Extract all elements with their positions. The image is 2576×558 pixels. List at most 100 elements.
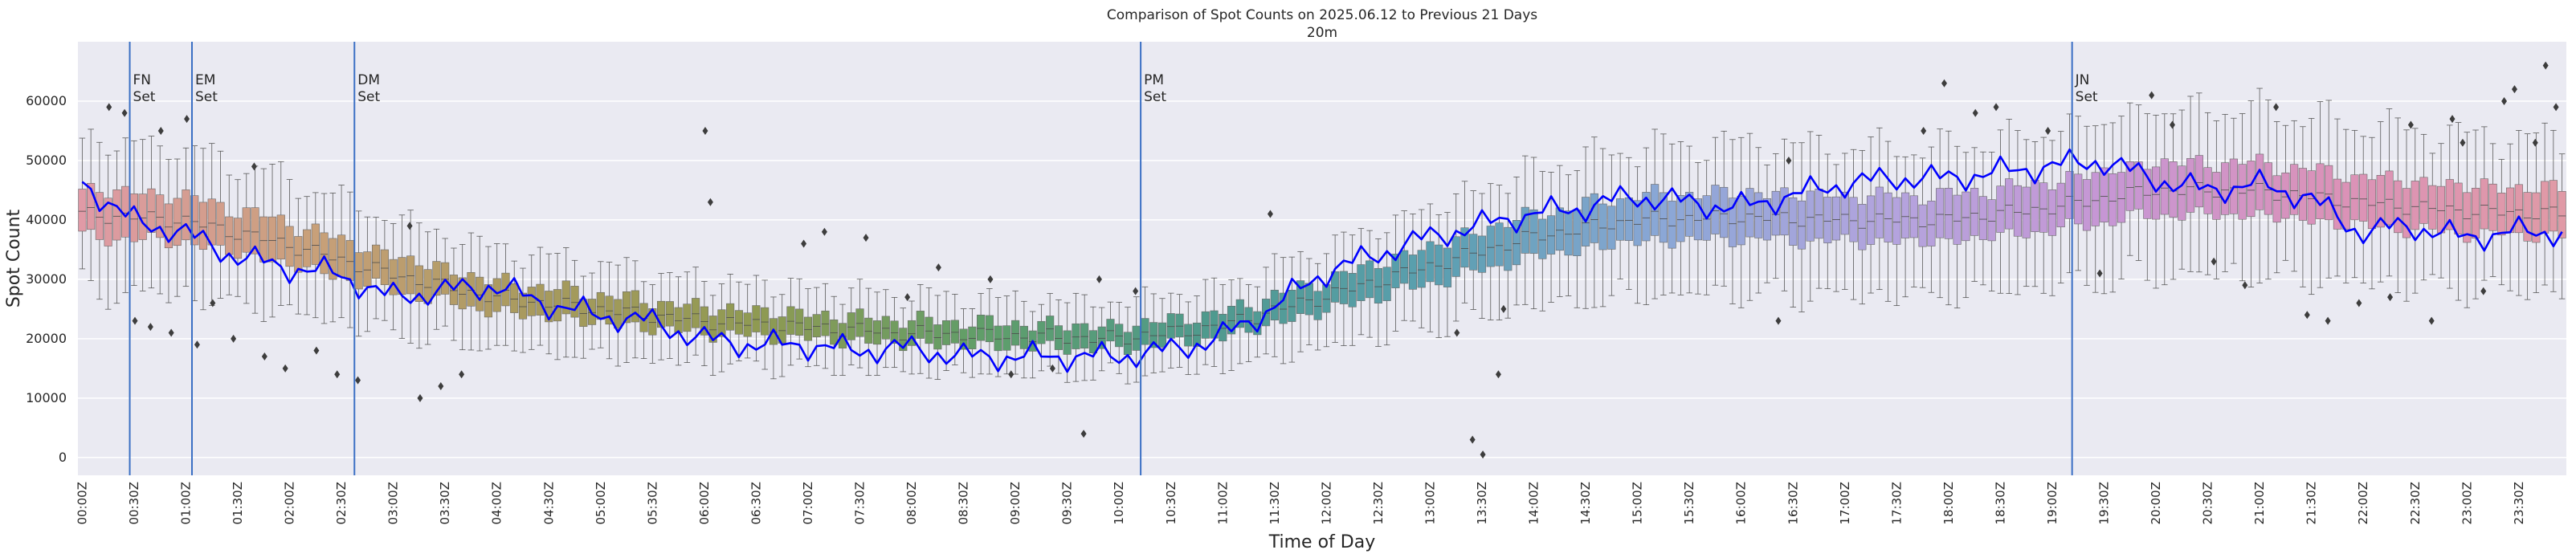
- box-29: [329, 193, 337, 323]
- box-body: [2325, 165, 2333, 221]
- box-body: [1737, 195, 1745, 246]
- box-body: [683, 303, 692, 332]
- box-178: [1616, 153, 1625, 279]
- box-body: [1607, 206, 1616, 250]
- box-51: [518, 267, 528, 353]
- box-57: [570, 259, 579, 358]
- box-58: [579, 275, 588, 359]
- box-115: [1072, 292, 1080, 382]
- box-124: [1149, 293, 1158, 373]
- plot-background: [78, 42, 2566, 475]
- box-213: [1918, 157, 1927, 288]
- box-234: [2100, 124, 2109, 295]
- box-body: [579, 299, 588, 328]
- x-tick-label: 19:00Z: [2045, 482, 2060, 525]
- y-axis-ticks: 0 10000 20000 30000 40000 50000 60000: [26, 93, 67, 465]
- annotation-label-jn: JN: [2075, 72, 2090, 88]
- box-body: [1806, 190, 1815, 242]
- box-body: [743, 312, 752, 337]
- y-tick-label: 40000: [26, 212, 67, 227]
- grid-lines: [78, 100, 2566, 458]
- box-body: [1235, 299, 1244, 328]
- box-body: [2419, 177, 2428, 224]
- box-4: [112, 150, 121, 304]
- box-74: [717, 283, 726, 373]
- x-tick-label: 17:00Z: [1838, 482, 1852, 525]
- box-body: [2143, 169, 2152, 219]
- outlier-point-37: [1495, 370, 1501, 379]
- box-body: [2333, 178, 2342, 230]
- x-tick-label: 17:30Z: [1889, 482, 1904, 525]
- box-body: [198, 202, 208, 250]
- annotation-label-dm: DM: [357, 72, 380, 88]
- box-102: [959, 308, 968, 373]
- box-body: [2125, 161, 2134, 211]
- outlier-point-51: [2273, 103, 2280, 112]
- box-body: [1546, 215, 1556, 255]
- x-tick-label: 14:30Z: [1578, 482, 1593, 525]
- box-body: [1166, 313, 1175, 339]
- box-body: [2454, 182, 2463, 234]
- outlier-point-31: [1096, 275, 1102, 283]
- box-body: [441, 262, 450, 295]
- box-body: [1616, 198, 1625, 241]
- box-266: [2376, 121, 2385, 283]
- box-body: [432, 261, 441, 296]
- box-77: [743, 283, 752, 359]
- box-body: [1011, 320, 1020, 346]
- outlier-point-49: [2211, 257, 2217, 266]
- box-224: [2013, 130, 2023, 295]
- box-147: [1348, 234, 1357, 346]
- box-101: [950, 293, 959, 365]
- box-body: [864, 317, 873, 344]
- box-25: [294, 198, 303, 315]
- outlier-point-34: [1454, 328, 1460, 337]
- box-body: [2350, 174, 2359, 221]
- x-tick-label: 11:00Z: [1215, 482, 1230, 525]
- box-body: [1728, 198, 1737, 247]
- box-body: [216, 202, 225, 246]
- outlier-point-64: [2542, 61, 2549, 70]
- outlier-point-44: [1993, 103, 1999, 112]
- box-body: [2514, 184, 2523, 234]
- outlier-point-60: [2480, 287, 2487, 295]
- x-tick-label: 06:00Z: [697, 482, 712, 525]
- outlier-point-25: [904, 293, 911, 302]
- x-tick-label: 02:00Z: [283, 482, 297, 525]
- outlier-point-54: [2356, 299, 2362, 308]
- box-body: [1970, 188, 1979, 236]
- box-14: [198, 148, 208, 311]
- outlier-point-6: [184, 115, 190, 124]
- box-231: [2074, 116, 2083, 271]
- box-body: [907, 320, 917, 346]
- outlier-point-38: [1500, 304, 1507, 313]
- box-1: [87, 128, 96, 281]
- box-153: [1400, 210, 1409, 321]
- x-tick-label: 02:30Z: [334, 482, 349, 525]
- box-body: [2488, 183, 2497, 231]
- box-93: [881, 289, 890, 369]
- box-208: [1875, 127, 1884, 291]
- box-body: [2186, 158, 2195, 213]
- box-body: [2316, 163, 2325, 220]
- box-body: [1884, 192, 1892, 242]
- box-227: [2039, 136, 2048, 294]
- box-70: [683, 271, 692, 363]
- box-body: [2532, 192, 2541, 243]
- box-body: [1504, 226, 1513, 271]
- box-body: [899, 328, 908, 352]
- box-90: [855, 279, 864, 369]
- y-tick-label: 30000: [26, 271, 67, 287]
- box-body: [881, 316, 890, 340]
- box-body: [2212, 172, 2221, 220]
- outlier-point-9: [231, 334, 237, 343]
- box-body: [1668, 201, 1676, 249]
- outlier-point-36: [1480, 450, 1486, 459]
- box-256: [2290, 120, 2299, 272]
- annotation-label-fn: FN: [133, 72, 152, 88]
- outlier-point-28: [1008, 370, 1014, 379]
- box-171: [1555, 165, 1564, 297]
- box-body: [2151, 166, 2161, 220]
- box-229: [2056, 131, 2065, 284]
- box-body: [2022, 186, 2031, 238]
